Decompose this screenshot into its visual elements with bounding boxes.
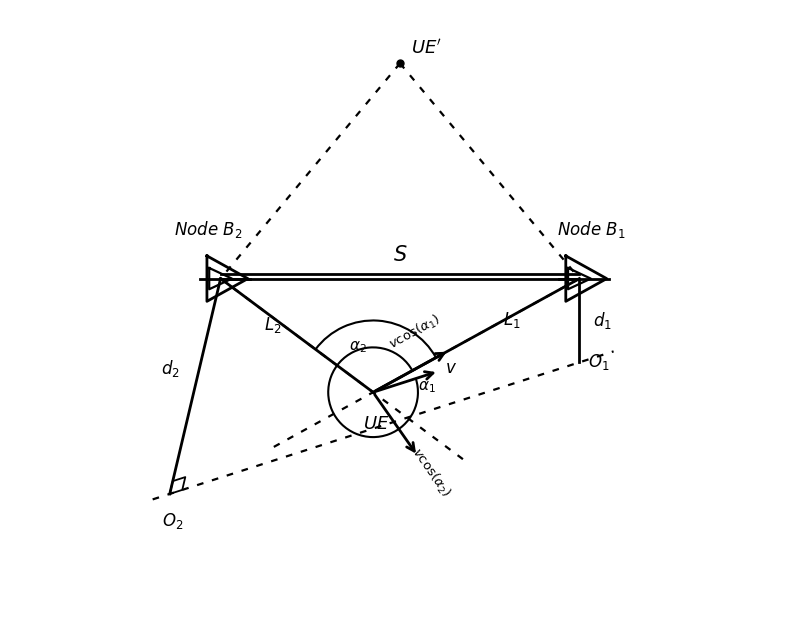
Text: $v\cos(\alpha_2)$: $v\cos(\alpha_2)$ <box>408 445 454 500</box>
Text: $O_1$: $O_1$ <box>588 353 610 373</box>
Text: $UE$: $UE$ <box>363 415 390 433</box>
Text: $L_2$: $L_2$ <box>264 315 282 335</box>
Text: $\alpha_2$: $\alpha_2$ <box>350 340 367 355</box>
Text: $v$: $v$ <box>445 359 457 377</box>
Text: $UE'$: $UE'$ <box>410 39 442 57</box>
Text: $d_2$: $d_2$ <box>162 358 180 379</box>
Text: $\alpha_1$: $\alpha_1$ <box>418 379 436 396</box>
Text: $L_1$: $L_1$ <box>503 310 521 330</box>
Text: $Node\ B_2$: $Node\ B_2$ <box>174 219 243 240</box>
Text: $Node\ B_1$: $Node\ B_1$ <box>557 219 626 240</box>
Text: $v\cos(\alpha_1)$: $v\cos(\alpha_1)$ <box>386 312 443 353</box>
Text: $S$: $S$ <box>393 245 407 265</box>
Text: $d_1$: $d_1$ <box>593 310 611 331</box>
Text: $O_2$: $O_2$ <box>162 511 183 531</box>
